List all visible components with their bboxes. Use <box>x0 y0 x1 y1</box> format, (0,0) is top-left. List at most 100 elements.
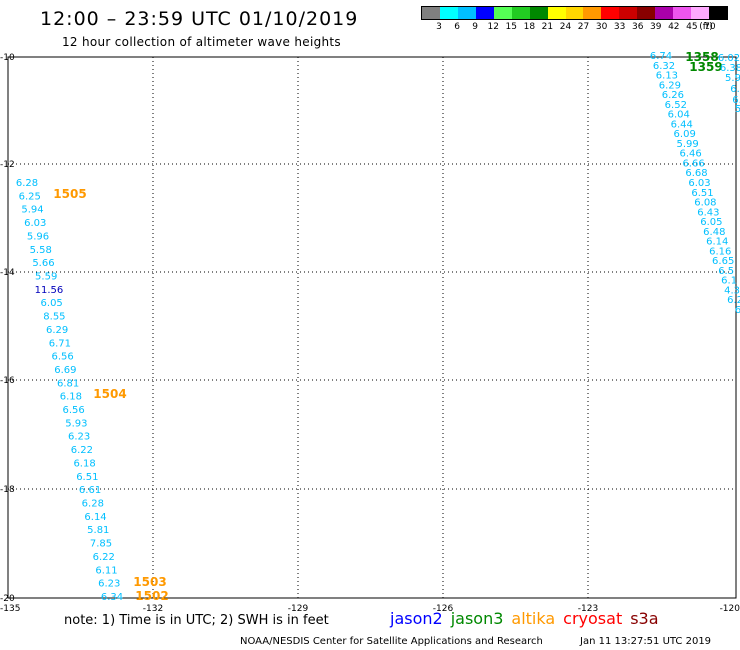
track-time-label: 1504 <box>93 387 126 401</box>
legend-label: 12 <box>487 22 499 32</box>
wave-height-label: 6.61 <box>79 485 101 496</box>
wave-height-label: 11.56 <box>35 285 64 296</box>
track-time-label: 1502 <box>135 589 168 603</box>
latitude-tick-label: -12 <box>0 160 15 170</box>
wave-height-label: 6.29 <box>46 325 68 336</box>
longitude-tick-label: -132 <box>143 604 163 614</box>
wave-height-label: 6.09 <box>674 129 696 140</box>
wave-height-label: 6.65 <box>712 256 734 267</box>
longitude-tick-label: -129 <box>288 604 309 614</box>
wave-height-label: 6.28 <box>82 499 104 510</box>
wave-height-label: 6.25 <box>19 191 41 202</box>
wave-height-label: 6.26 <box>662 90 684 101</box>
wave-height-label: 6 <box>735 305 740 316</box>
wave-height-label: 6. <box>730 84 740 95</box>
wave-height-label: 6.81 <box>57 378 79 389</box>
source-credit: NOAA/NESDIS Center for Satellite Applica… <box>240 636 543 647</box>
wave-height-label: 6.38 <box>720 63 740 74</box>
legend-swatch <box>691 7 709 19</box>
legend-label: 33 <box>613 22 626 32</box>
wave-height-label: 6.23 <box>68 432 90 443</box>
legend-label: 30 <box>595 22 608 32</box>
wave-height-label: 5.94 <box>21 205 43 216</box>
satellite-key: jason2 jason3 altika cryosat s3a <box>390 609 667 628</box>
satellite-name: cryosat <box>563 609 623 628</box>
wave-height-label: 6.14 <box>84 512 106 523</box>
legend-label: 36 <box>631 22 644 32</box>
wave-height-label: 6.03 <box>688 178 710 189</box>
wave-height-label: 5.93 <box>65 418 87 429</box>
latitude-tick-label: -14 <box>0 268 15 278</box>
wave-height-label: 6.22 <box>71 445 93 456</box>
wave-height-label: 6.11 <box>95 565 117 576</box>
legend-swatch <box>637 7 656 19</box>
legend-swatches <box>421 6 728 20</box>
legend-label: 24 <box>559 22 572 32</box>
wave-height-label: 6.68 <box>685 168 707 179</box>
generated-timestamp: Jan 11 13:27:51 UTC 2019 <box>580 636 712 647</box>
wave-height-label: 6.1 <box>721 276 737 287</box>
legend-label: 70 <box>704 22 716 32</box>
legend-swatch <box>601 7 620 19</box>
latitude-tick-label: -16 <box>0 376 15 386</box>
legend-swatch <box>457 7 476 19</box>
longitude-tick-label: -123 <box>578 604 598 614</box>
wave-height-label: 6.51 <box>76 472 98 483</box>
legend-swatch <box>493 7 512 19</box>
wave-height-label: 5.9 <box>725 73 740 84</box>
wave-height-label: 6.74 <box>650 51 672 62</box>
wave-height-label: 6.46 <box>679 149 701 160</box>
track-time-label: 1503 <box>133 575 166 589</box>
legend-label: 3 <box>436 22 442 32</box>
wave-height-label: 5.66 <box>32 258 54 269</box>
wave-height-label: 6.04 <box>668 110 690 121</box>
wave-height-label: 6.05 <box>700 217 722 228</box>
legend-label: 18 <box>523 22 536 32</box>
legend-labels: 3 6 9 12 15 18 21 24 27 30 33 36 39 42 45 70 (ft) <box>421 20 728 34</box>
legend-swatch <box>547 7 566 19</box>
wave-height-label: 5.99 <box>677 139 699 150</box>
wave-height-label: 6.5 <box>718 266 734 277</box>
wave-height-label: 4.3 <box>724 285 740 296</box>
wave-height-label: 6.52 <box>665 100 687 111</box>
wave-height-label: 6.51 <box>691 188 713 199</box>
color-legend: 3 6 9 12 15 18 21 24 27 30 33 36 39 42 45 70 (ft) <box>421 6 728 42</box>
legend-label: 9 <box>472 22 479 32</box>
wave-height-label: 6.02 <box>718 53 740 64</box>
wave-height-label: 6.14 <box>706 237 728 248</box>
wave-height-label: 5 <box>735 104 740 115</box>
wave-height-label: 6.18 <box>60 392 82 403</box>
legend-swatch <box>439 7 458 19</box>
wave-height-label: 6.18 <box>73 458 95 469</box>
longitude-tick-label: -120 <box>720 604 740 614</box>
wave-height-label: 6.44 <box>671 119 693 130</box>
legend-swatch <box>619 7 638 19</box>
legend-swatch <box>583 7 602 19</box>
wave-height-label: 6.48 <box>703 227 725 238</box>
track-time-label: 1358 <box>685 50 718 64</box>
legend-swatch <box>475 7 494 19</box>
wave-height-label: 6.71 <box>49 338 71 349</box>
page-title: 12:00 – 23:59 UTC 01/10/2019 <box>40 8 359 30</box>
latitude-tick-label: -10 <box>0 53 15 63</box>
latitude-tick-label: -18 <box>0 485 15 495</box>
wave-height-label: 6.32 <box>653 61 675 72</box>
legend-swatch <box>529 7 548 19</box>
legend-swatch <box>709 7 727 19</box>
wave-height-label: 5.59 <box>35 271 57 282</box>
wave-height-label: 6.66 <box>682 158 704 169</box>
wave-height-label: 6.05 <box>41 298 63 309</box>
satellite-name: jason3 <box>450 609 504 628</box>
legend-label: 21 <box>541 22 554 32</box>
satellite-name: s3a <box>630 609 659 628</box>
longitude-tick-label: -126 <box>433 604 454 614</box>
legend-swatch <box>511 7 530 19</box>
units-note: note: 1) Time is in UTC; 2) SWH is in fe… <box>64 613 329 628</box>
wave-height-label: 6.34 <box>101 592 123 603</box>
legend-swatch <box>422 7 440 19</box>
wave-height-label: 6.29 <box>659 80 681 91</box>
wave-height-label: 6.13 <box>656 71 678 82</box>
track-time-label: 1359 <box>689 60 722 74</box>
wave-height-label: 6.08 <box>694 198 716 209</box>
wave-height-label: 6.23 <box>98 579 120 590</box>
